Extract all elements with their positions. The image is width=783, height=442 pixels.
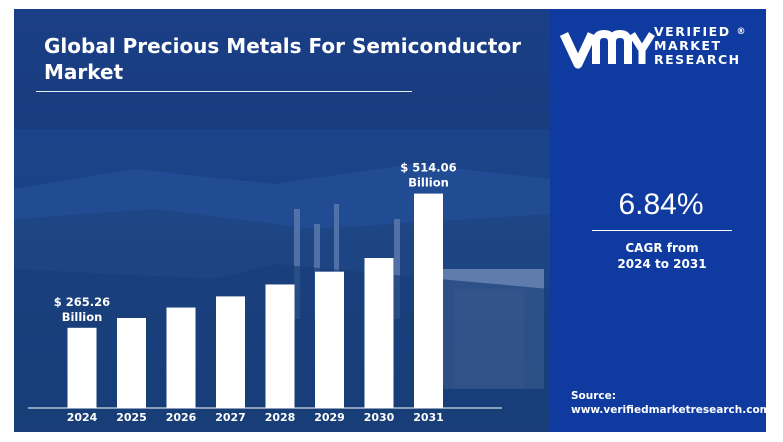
summary-panel (550, 9, 766, 432)
title-divider (36, 91, 412, 92)
x-tick-label-2031: 2031 (413, 411, 444, 424)
cagr-value: 6.84% (618, 188, 704, 221)
cagr-label-line-1: CAGR from (625, 241, 699, 255)
bar-2030 (364, 258, 394, 408)
cagr-divider (592, 230, 732, 231)
bar-2028 (265, 284, 295, 408)
chart-panel: Global Precious Metals For Semiconductor… (14, 9, 550, 432)
verified-market-research-logo (559, 29, 655, 69)
bar-2031 (414, 193, 443, 408)
bar-2024 (67, 327, 97, 408)
x-tick-label-2030: 2030 (364, 411, 395, 424)
registered-mark: ® (736, 27, 747, 37)
chart-title: Global Precious Metals For Semiconductor… (44, 34, 522, 84)
brand-wordmark: VERIFIED ® MARKET RESEARCH (654, 25, 747, 67)
cagr-label: CAGR from 2024 to 2031 (586, 240, 738, 272)
x-tick-label-2029: 2029 (314, 411, 345, 424)
source-label: Source: (571, 390, 616, 402)
data-label-2031-line-1: $ 514.06 (400, 161, 456, 175)
bar-2027 (216, 296, 245, 408)
bar-2025 (117, 318, 146, 408)
x-tick-label-2024: 2024 (67, 411, 98, 424)
data-label-2031-line-2: Billion (408, 176, 449, 190)
infographic-card: Global Precious Metals For Semiconductor… (14, 9, 766, 432)
data-label-2024-line-1: $ 265.26 (54, 295, 110, 309)
bar-2026 (166, 307, 196, 408)
x-tick-label-2028: 2028 (265, 411, 296, 424)
cagr-label-line-2: 2024 to 2031 (617, 257, 707, 271)
x-tick-label-2026: 2026 (166, 411, 197, 424)
brand-line-1: VERIFIED (654, 24, 731, 39)
data-label-2024-line-2: Billion (62, 310, 103, 324)
brand-line-3: RESEARCH (654, 52, 741, 67)
bar-2029 (315, 271, 344, 408)
x-tick-label-2025: 2025 (116, 411, 147, 424)
x-tick-label-2027: 2027 (215, 411, 246, 424)
brand-line-2: MARKET (654, 38, 722, 53)
source-url[interactable]: www.verifiedmarketresearch.com (571, 404, 771, 416)
